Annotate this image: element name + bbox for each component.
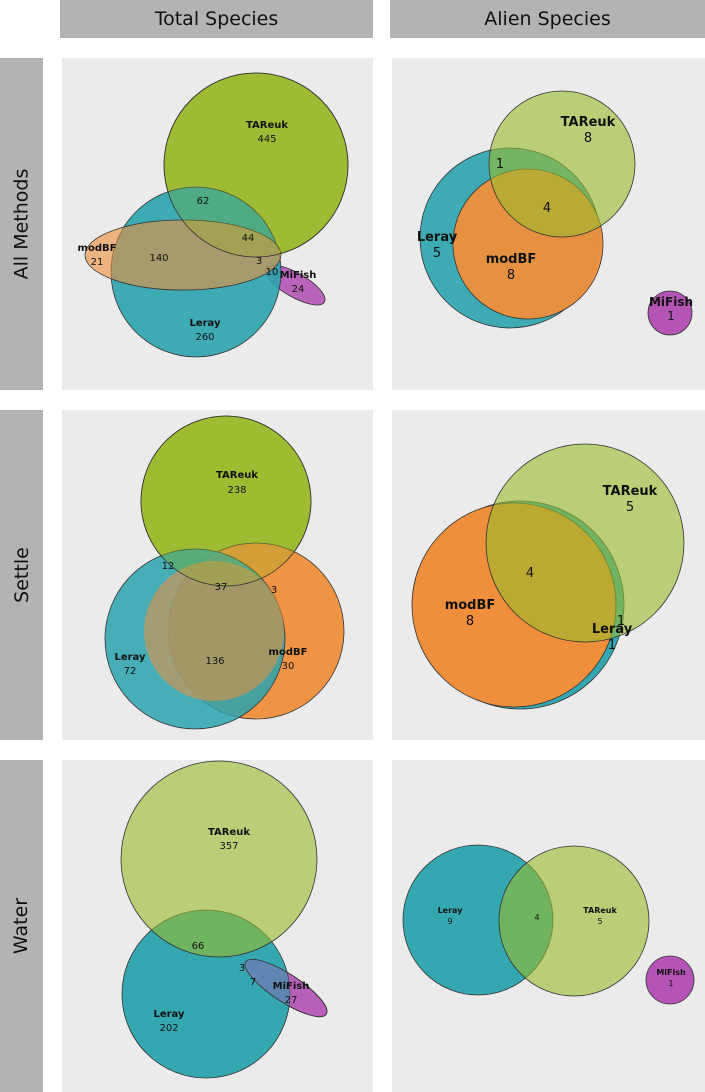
count-leray-mifish: 7 <box>250 977 256 988</box>
label-modbf: modBF <box>78 243 117 254</box>
count-leray: 260 <box>195 332 214 343</box>
count-tareuk: 357 <box>219 841 238 852</box>
column-header-total-species: Total Species <box>60 0 373 38</box>
count-three-way: 3 <box>239 963 245 974</box>
count-tareuk-leray: 4 <box>534 913 539 922</box>
count-leray: 202 <box>159 1023 178 1034</box>
count-leray: 72 <box>124 666 137 677</box>
venn-set-mifish-overlay <box>244 958 328 1018</box>
count-leray: 5 <box>433 246 441 261</box>
count-tareuk-leray-modbf: 4 <box>526 566 534 581</box>
row-header-water-label: Water <box>10 897 33 955</box>
count-modbf: 21 <box>91 257 104 268</box>
count-leray-modbf: 136 <box>205 656 224 667</box>
venn-set-mifish <box>645 955 695 1005</box>
row-header-water: Water <box>0 760 43 1092</box>
row-header-settle-label: Settle <box>10 547 33 603</box>
label-leray: Leray <box>592 622 633 637</box>
venn-total-all-methods: TAReuk 445 modBF 21 62 44 140 3 10 MiFis… <box>78 72 349 358</box>
count-tareuk-modbf: 3 <box>271 585 277 596</box>
count-leray: 1 <box>608 638 616 653</box>
label-leray: Leray <box>114 652 146 663</box>
count-leray-mifish: 10 <box>266 267 279 278</box>
count-tareuk-leray-modbf: 44 <box>242 233 255 244</box>
label-tareuk: TAReuk <box>246 120 288 131</box>
count-tareuk: 8 <box>584 131 592 146</box>
count-tareuk-leray-modbf: 4 <box>543 201 551 216</box>
label-leray: Leray <box>189 318 221 329</box>
count-tareuk: 238 <box>227 485 246 496</box>
venn-total-water: TAReuk 357 66 3 7 MiFish 27 Leray 202 <box>120 760 328 1079</box>
count-tareuk-leray: 62 <box>197 196 210 207</box>
count-mifish: 24 <box>292 284 305 295</box>
count-leray-modbf: 140 <box>149 253 168 264</box>
count-tareuk: 5 <box>597 917 602 926</box>
venn-set-tareuk-outline <box>140 415 312 587</box>
count-modbf: 30 <box>282 661 295 672</box>
count-modbf: 8 <box>466 614 474 629</box>
label-tareuk: TAReuk <box>561 115 616 130</box>
panel-alien-water: Leray 9 4 TAReuk 5 MiFish 1 <box>392 760 705 1092</box>
count-tareuk-leray: 66 <box>192 941 205 952</box>
panel-total-water: TAReuk 357 66 3 7 MiFish 27 Leray 202 <box>62 760 373 1092</box>
panel-total-all-methods: TAReuk 445 modBF 21 62 44 140 3 10 MiFis… <box>62 58 373 390</box>
venn-alien-settle: TAReuk 5 4 modBF 8 1 Leray 1 <box>411 443 685 710</box>
count-modbf: 8 <box>507 268 515 283</box>
row-header-settle: Settle <box>0 410 43 740</box>
count-tareuk-leray: 1 <box>617 614 625 629</box>
label-leray: Leray <box>153 1009 185 1020</box>
panel-total-settle: TAReuk 238 12 37 3 136 modBF 30 Leray 72 <box>62 410 373 740</box>
label-leray: Leray <box>417 230 458 245</box>
column-header-alien-species: Alien Species <box>390 0 705 38</box>
venn-total-settle: TAReuk 238 12 37 3 136 modBF 30 Leray 72 <box>104 415 345 730</box>
venn-set-modbf-overlay <box>144 561 284 701</box>
label-mifish: MiFish <box>656 968 686 977</box>
row-header-all-methods: All Methods <box>0 58 43 390</box>
count-mifish: 1 <box>667 309 675 323</box>
panel-alien-all-methods: TAReuk 8 1 4 Leray 5 modBF 8 MiFish 1 <box>392 58 705 390</box>
venn-alien-water: Leray 9 4 TAReuk 5 MiFish 1 <box>402 844 695 1005</box>
count-tareuk-leray: 12 <box>162 561 175 572</box>
venn-set-tareuk <box>120 760 318 958</box>
label-tareuk: TAReuk <box>583 906 617 915</box>
label-mifish: MiFish <box>649 295 693 309</box>
label-tareuk: TAReuk <box>208 827 250 838</box>
label-mifish: MiFish <box>280 270 317 281</box>
count-tareuk: 5 <box>626 500 634 515</box>
venn-set-modbf <box>84 219 282 291</box>
count-tareuk-leray: 1 <box>496 157 504 172</box>
count-mifish: 1 <box>668 979 673 988</box>
count-three-way-mifish: 3 <box>256 256 262 267</box>
count-tareuk: 445 <box>257 134 276 145</box>
venn-alien-all-methods: TAReuk 8 1 4 Leray 5 modBF 8 MiFish 1 <box>417 90 693 336</box>
row-header-all-methods-label: All Methods <box>10 168 33 280</box>
label-tareuk: TAReuk <box>603 484 658 499</box>
label-mifish: MiFish <box>273 981 310 992</box>
panel-alien-settle: TAReuk 5 4 modBF 8 1 Leray 1 <box>392 410 705 740</box>
venn-set-mifish <box>647 290 693 336</box>
venn-set-tareuk <box>488 90 636 238</box>
label-modbf: modBF <box>445 598 496 613</box>
label-tareuk: TAReuk <box>216 470 258 481</box>
label-modbf: modBF <box>269 647 308 658</box>
venn-set-tareuk-outline <box>163 72 349 258</box>
label-leray: Leray <box>438 906 464 915</box>
venn-set-tareuk <box>485 443 685 643</box>
count-mifish: 27 <box>285 995 298 1006</box>
count-leray: 9 <box>447 917 452 926</box>
label-modbf: modBF <box>486 252 537 267</box>
venn-set-tareuk <box>498 845 650 997</box>
count-tareuk-leray-modbf: 37 <box>215 582 228 593</box>
